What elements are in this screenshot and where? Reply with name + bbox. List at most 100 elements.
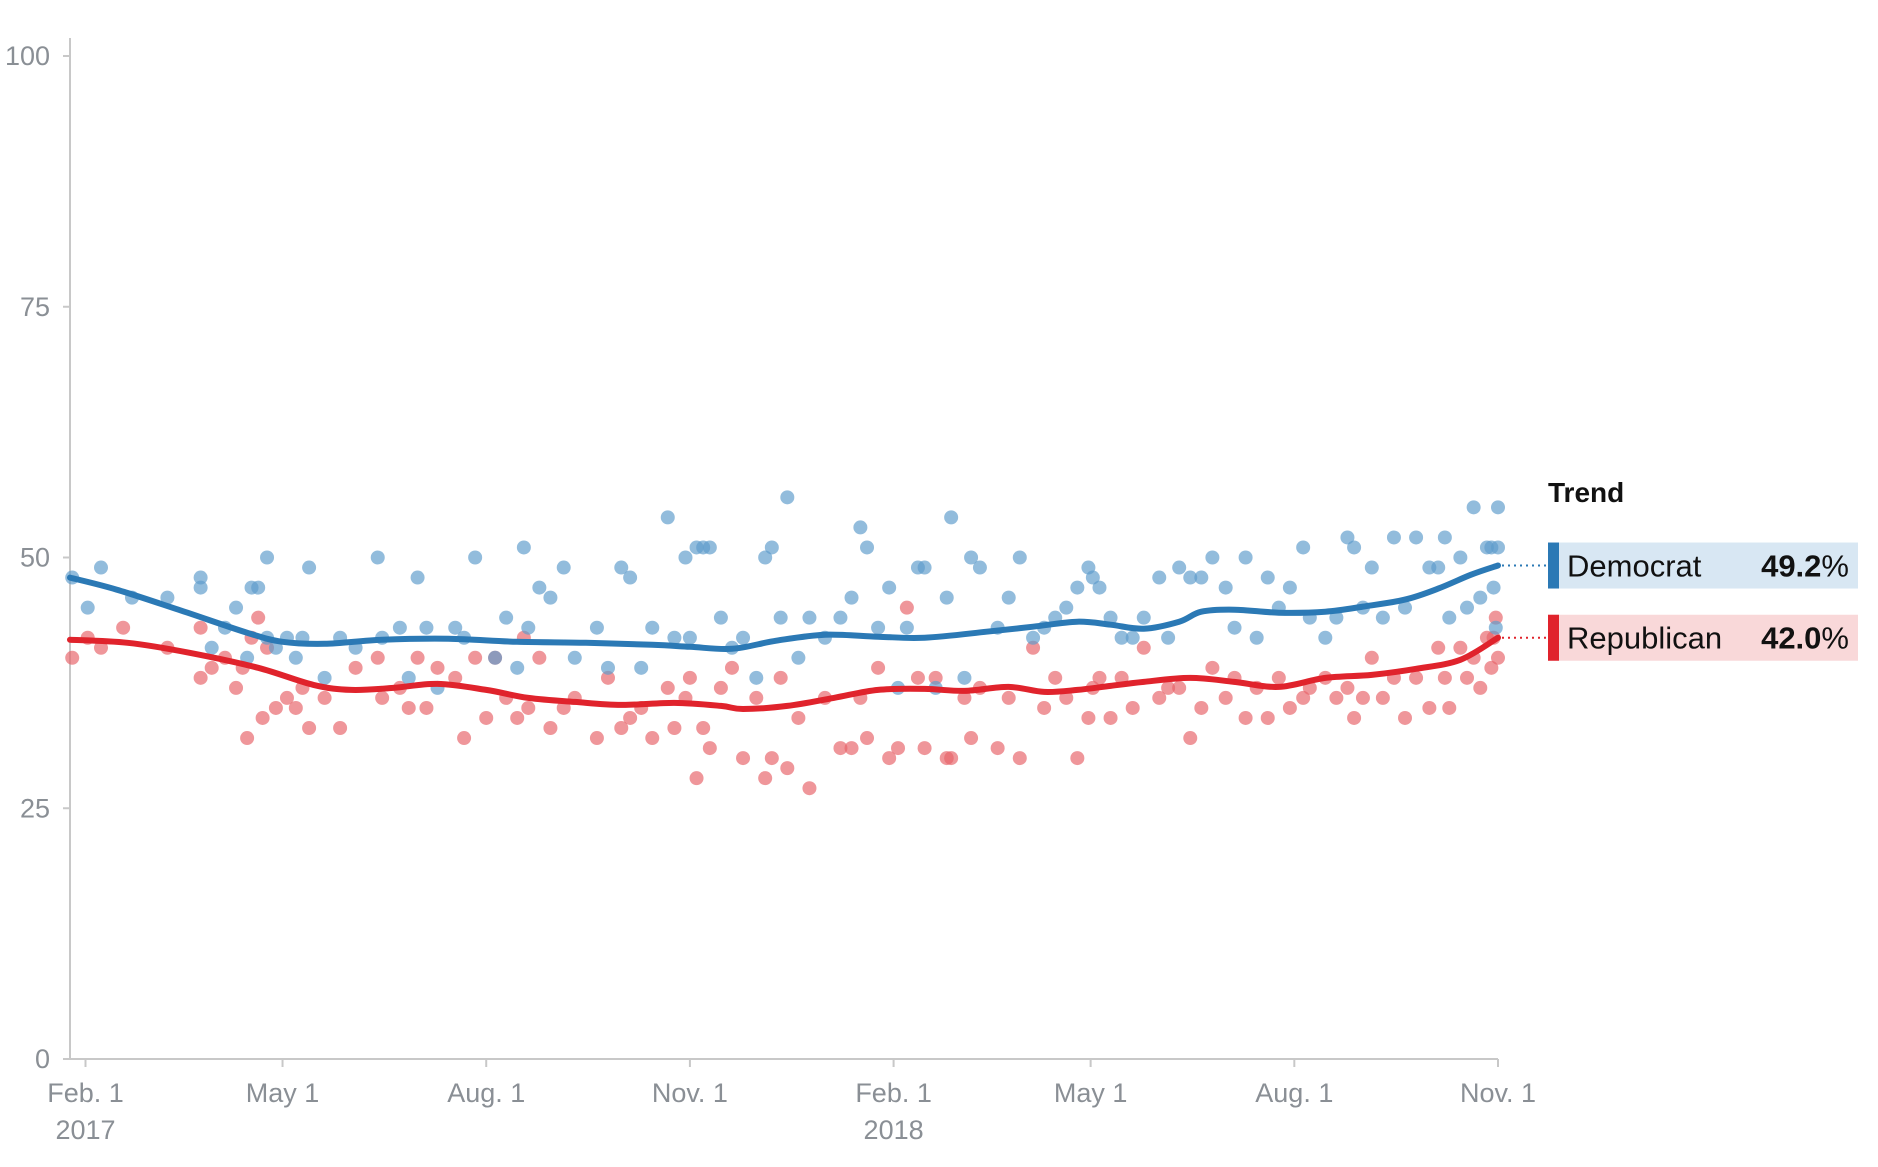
republican-poll-point: [773, 670, 788, 685]
republican-trend-line: [67, 634, 1501, 712]
democrat-poll-point: [1161, 630, 1176, 645]
republican-poll-point: [1422, 700, 1437, 715]
republican-poll-point: [1431, 640, 1446, 655]
democrat-poll-point: [251, 580, 266, 595]
democrat-poll-point: [1491, 500, 1505, 515]
democrat-poll-point: [589, 620, 604, 635]
republican-poll-point: [532, 650, 547, 665]
democrat-poll-point: [1238, 550, 1253, 565]
democrat-poll-point: [288, 650, 303, 665]
republican-poll-point: [430, 660, 445, 675]
democrat-poll-point: [229, 600, 244, 615]
republican-poll-point: [1375, 690, 1390, 705]
legend-swatch: [1548, 614, 1559, 661]
democrat-poll-point: [1218, 580, 1233, 595]
republican-poll-point: [93, 640, 108, 655]
y-tick-label: 0: [35, 1044, 50, 1074]
republican-poll-point: [791, 710, 806, 725]
democrat-poll-point: [736, 630, 751, 645]
democrat-poll-point: [1136, 610, 1151, 625]
democrat-poll-point: [1249, 630, 1264, 645]
democrat-poll-point: [1012, 550, 1027, 565]
republican-poll-point: [1355, 690, 1370, 705]
republican-poll-point: [917, 741, 932, 756]
republican-poll-point: [268, 700, 283, 715]
republican-poll-point: [891, 741, 906, 756]
republican-poll-point: [370, 650, 385, 665]
democrat-poll-point: [682, 630, 697, 645]
republican-poll-point: [333, 721, 348, 736]
democrat-poll-point: [634, 660, 649, 675]
democrat-poll-point: [543, 590, 558, 605]
democrat-poll-point: [1070, 580, 1085, 595]
democrat-poll-point: [1152, 570, 1167, 585]
democrat-poll-point: [468, 550, 483, 565]
democrat-poll-point: [713, 610, 728, 625]
republican-poll-point: [1012, 751, 1027, 766]
republican-poll-point: [600, 670, 615, 685]
legend-entry-label: Democrat: [1567, 549, 1702, 584]
republican-poll-point: [1409, 670, 1424, 685]
democrat-poll-point: [516, 540, 531, 555]
x-tick-label: Feb. 1: [47, 1078, 124, 1108]
democrat-poll-point: [749, 670, 764, 685]
democrat-poll-point: [1282, 580, 1297, 595]
y-tick-label: 75: [20, 292, 50, 322]
republican-poll-point: [736, 751, 751, 766]
democrat-poll-point: [510, 660, 525, 675]
democrat-poll-point: [93, 560, 108, 575]
republican-poll-point: [1103, 710, 1118, 725]
democrat-poll-point: [1318, 630, 1333, 645]
democrat-poll-point: [488, 650, 503, 665]
x-tick-label: May 1: [1054, 1078, 1128, 1108]
democrat-poll-point: [302, 560, 317, 575]
republican-poll-point: [1282, 700, 1297, 715]
democrat-poll-point: [260, 550, 275, 565]
democrat-poll-point: [160, 590, 175, 605]
x-ticks: Feb. 1 2017 May 1 Aug. 1 Nov. 1 Feb. 1 2018 May…: [47, 1059, 1536, 1145]
republican-poll-point: [724, 660, 739, 675]
democrat-poll-point: [1488, 620, 1503, 635]
democrat-poll-point: [853, 520, 868, 535]
democrat-poll-point: [1001, 590, 1016, 605]
democrat-poll-point: [1364, 560, 1379, 575]
republican-poll-point: [240, 731, 255, 746]
democrat-poll-point: [614, 560, 629, 575]
republican-poll-point: [682, 670, 697, 685]
republican-poll-point: [556, 700, 571, 715]
democrat-poll-point: [193, 570, 208, 585]
democrat-poll-point: [567, 650, 582, 665]
republican-poll-point: [1070, 751, 1085, 766]
democrat-poll-point: [758, 550, 773, 565]
democrat-poll-point: [667, 630, 682, 645]
republican-poll-point: [1183, 731, 1198, 746]
democrat-poll-point: [1398, 600, 1413, 615]
republican-poll-point: [1026, 640, 1041, 655]
republican-poll-point: [1340, 680, 1355, 695]
democrat-poll-point: [1375, 610, 1390, 625]
democrat-poll-point: [204, 640, 219, 655]
democrat-poll-point: [1460, 600, 1475, 615]
republican-poll-point: [589, 731, 604, 746]
democrat-poll-point: [193, 580, 208, 595]
democrat-poll-point: [860, 540, 875, 555]
republican-poll-point: [1437, 670, 1452, 685]
republican-poll-point: [1001, 690, 1016, 705]
democrat-poll-point: [419, 620, 434, 635]
democrat-poll-point: [317, 670, 332, 685]
republican-poll-point: [623, 710, 638, 725]
democrat-poll-point: [1437, 530, 1452, 545]
republican-poll-point: [229, 680, 244, 695]
legend-value-unit: %: [1821, 549, 1849, 584]
democrat-poll-point: [957, 670, 972, 685]
democrat-poll-point: [1347, 540, 1362, 555]
legend-value-unit: %: [1821, 621, 1849, 656]
republican-poll-point: [696, 721, 711, 736]
republican-poll-point: [1037, 700, 1052, 715]
democrat-poll-point: [1103, 610, 1118, 625]
democrat-poll-point: [448, 620, 463, 635]
republican-poll-point: [1488, 610, 1503, 625]
democrat-poll-point: [1085, 570, 1100, 585]
